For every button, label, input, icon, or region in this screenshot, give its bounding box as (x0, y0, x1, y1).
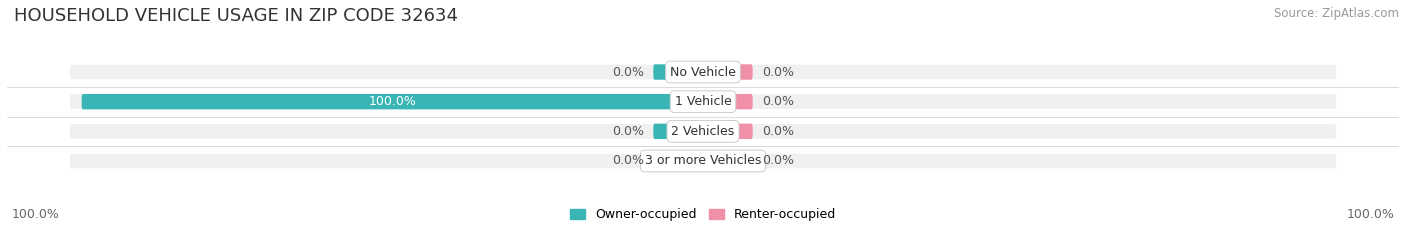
Text: 1 Vehicle: 1 Vehicle (675, 95, 731, 108)
Text: 100.0%: 100.0% (11, 208, 59, 221)
FancyBboxPatch shape (69, 123, 1337, 139)
Text: 3 or more Vehicles: 3 or more Vehicles (645, 154, 761, 168)
Text: 0.0%: 0.0% (612, 154, 644, 168)
Text: 0.0%: 0.0% (762, 95, 794, 108)
FancyBboxPatch shape (82, 94, 703, 109)
FancyBboxPatch shape (69, 153, 1337, 169)
FancyBboxPatch shape (654, 64, 703, 80)
Text: 0.0%: 0.0% (762, 65, 794, 79)
FancyBboxPatch shape (654, 153, 703, 169)
Text: 0.0%: 0.0% (762, 125, 794, 138)
FancyBboxPatch shape (703, 94, 752, 109)
Text: Source: ZipAtlas.com: Source: ZipAtlas.com (1274, 7, 1399, 20)
FancyBboxPatch shape (703, 64, 752, 80)
Text: HOUSEHOLD VEHICLE USAGE IN ZIP CODE 32634: HOUSEHOLD VEHICLE USAGE IN ZIP CODE 3263… (14, 7, 458, 25)
Text: 0.0%: 0.0% (612, 65, 644, 79)
FancyBboxPatch shape (69, 94, 1337, 110)
Text: 100.0%: 100.0% (368, 95, 416, 108)
Text: 100.0%: 100.0% (1347, 208, 1395, 221)
Text: No Vehicle: No Vehicle (671, 65, 735, 79)
Text: 0.0%: 0.0% (762, 154, 794, 168)
Text: 2 Vehicles: 2 Vehicles (672, 125, 734, 138)
Legend: Owner-occupied, Renter-occupied: Owner-occupied, Renter-occupied (569, 208, 837, 221)
Text: 0.0%: 0.0% (612, 125, 644, 138)
FancyBboxPatch shape (654, 124, 703, 139)
FancyBboxPatch shape (703, 124, 752, 139)
FancyBboxPatch shape (703, 153, 752, 169)
FancyBboxPatch shape (69, 64, 1337, 80)
